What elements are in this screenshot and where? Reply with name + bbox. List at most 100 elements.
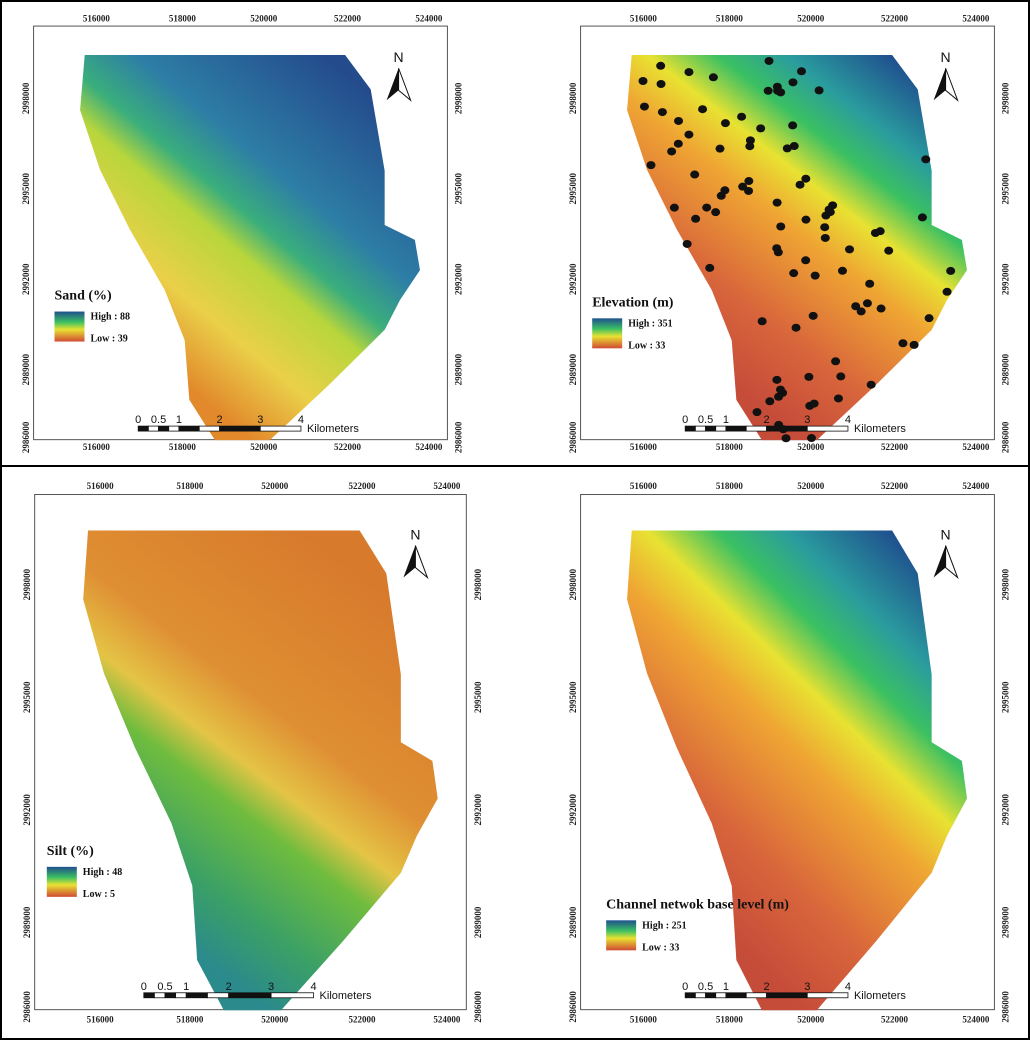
scale-bar-segment: [725, 425, 747, 432]
scale-bar-label: 2: [217, 414, 223, 426]
sample-point: [708, 73, 718, 82]
sample-point: [788, 78, 798, 87]
sample-point: [865, 279, 875, 288]
north-arrow-right: [945, 545, 959, 580]
scale-bar-label: 0.5: [151, 414, 166, 426]
y-coordinate-label: 2995000: [1000, 681, 1010, 713]
scale-bar-segment: [175, 992, 187, 999]
sample-point: [804, 372, 814, 381]
scale-bar-segment: [684, 425, 696, 432]
scale-bar-label: 4: [845, 981, 851, 993]
x-coordinate-label: 522000: [881, 14, 909, 24]
sample-point: [845, 245, 855, 254]
scale-bar-segment: [207, 992, 230, 999]
north-arrow-left: [403, 545, 416, 578]
y-coordinate-label: 2998000: [1000, 568, 1010, 600]
x-coordinate-label: 520000: [261, 1015, 289, 1025]
scale-bar-segment: [168, 425, 180, 432]
x-coordinate-label: 524000: [962, 1015, 990, 1025]
scale-bar-unit: Kilometers: [307, 423, 359, 435]
y-coordinate-label: 2998000: [21, 82, 31, 114]
sample-point: [646, 161, 656, 170]
scale-bar-segment: [198, 425, 220, 432]
north-label: N: [410, 527, 420, 543]
y-coordinate-label: 2989000: [1000, 353, 1010, 385]
y-coordinate-label: 2989000: [21, 353, 31, 385]
scale-bar-label: 3: [804, 414, 810, 426]
scale-bar-label: 0: [682, 981, 688, 993]
sample-point: [924, 314, 934, 323]
sample-point: [851, 302, 861, 311]
legend-low: Low : 39: [91, 334, 128, 345]
sample-point: [837, 266, 847, 275]
scale-bar-segment: [766, 425, 808, 432]
y-coordinate-label: 2986000: [1000, 991, 1010, 1023]
x-coordinate-label: 522000: [881, 481, 909, 491]
scale-bar-label: 2: [764, 414, 770, 426]
sample-point: [773, 86, 783, 95]
y-coordinate-label: 2992000: [473, 794, 483, 826]
sample-point: [745, 142, 755, 151]
x-coordinate-label: 518000: [716, 442, 744, 452]
sample-point: [772, 244, 782, 253]
sample-point: [870, 229, 880, 238]
sample-point: [745, 136, 755, 145]
scale-bar-label: 0: [682, 414, 688, 426]
north-label: N: [941, 49, 951, 65]
sample-point: [674, 116, 684, 125]
sample-point: [789, 269, 799, 278]
scale-bar-segment: [694, 425, 706, 432]
sample-point: [737, 112, 747, 121]
sample-point: [702, 203, 712, 212]
x-coordinate-label: 520000: [250, 14, 278, 24]
sample-point: [711, 208, 721, 217]
y-coordinate-label: 2992000: [568, 263, 578, 295]
map-panel: 516000 516000 518000 518000 520000 520000 5220…: [22, 481, 483, 1025]
scale-bar-label: 0.5: [157, 981, 172, 993]
sample-point: [884, 246, 894, 255]
scale-bar-segment: [259, 425, 302, 432]
sample-point: [756, 124, 766, 133]
sample-point: [691, 214, 701, 223]
x-coordinate-label: 520000: [250, 442, 278, 452]
scale-bar-unit: Kilometers: [854, 990, 906, 1002]
y-coordinate-label: 2989000: [568, 353, 578, 385]
north-arrow-left: [386, 68, 399, 101]
scale-bar-segment: [745, 992, 767, 999]
legend-high: High : 88: [91, 312, 130, 323]
x-coordinate-label: 520000: [797, 442, 825, 452]
scale-bar-label: 1: [723, 414, 729, 426]
map-panel: 516000 516000 518000 518000 520000 520000 5220…: [568, 481, 1010, 1025]
sample-point: [788, 121, 798, 130]
sample-point: [828, 201, 838, 210]
y-coordinate-label: 2986000: [1000, 421, 1010, 453]
sample-point: [781, 434, 791, 443]
scale-bar-unit: Kilometers: [320, 990, 372, 1002]
sample-point: [752, 408, 762, 417]
x-coordinate-label: 518000: [716, 14, 744, 24]
sample-point: [876, 304, 886, 313]
x-coordinate-label: 518000: [716, 481, 744, 491]
x-coordinate-label: 522000: [334, 442, 362, 452]
sample-point: [801, 256, 811, 265]
scale-bar-segment: [806, 992, 849, 999]
sample-point: [772, 198, 782, 207]
legend-low: Low : 33: [642, 942, 679, 953]
scale-bar-segment: [684, 992, 696, 999]
north-label: N: [941, 527, 951, 543]
x-coordinate-label: 522000: [881, 442, 909, 452]
scale-bar-segment: [715, 425, 727, 432]
y-coordinate-label: 2998000: [473, 568, 483, 600]
y-coordinate-label: 2998000: [568, 82, 578, 114]
y-coordinate-label: 2986000: [568, 421, 578, 453]
y-coordinate-label: 2995000: [568, 681, 578, 713]
scale-bar-segment: [270, 992, 314, 999]
scale-bar-label: 1: [723, 981, 729, 993]
x-coordinate-label: 524000: [415, 442, 443, 452]
x-coordinate-label: 524000: [433, 481, 461, 491]
scale-bar-label: 0.5: [698, 414, 713, 426]
legend-low: Low : 33: [628, 340, 665, 351]
sample-point: [946, 266, 956, 275]
north-label: N: [394, 49, 404, 65]
